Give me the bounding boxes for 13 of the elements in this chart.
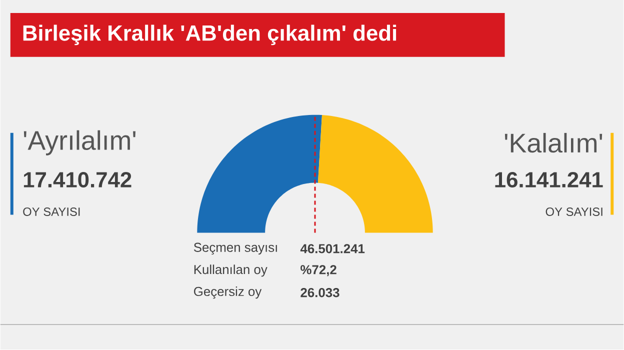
- chart-title: Birleşik Krallık 'AB'den çıkalım' dedi: [23, 24, 396, 46]
- slice-label: 'Kalalım': [504, 133, 602, 153]
- text: Geçersiz oy: [194, 286, 262, 299]
- slice-label: 'Ayrılalım': [24, 130, 136, 156]
- text: 26.033: [300, 288, 340, 298]
- text: %72,2: [300, 265, 336, 276]
- text: 46.501.241: [300, 244, 365, 254]
- text: Kullanılan oy: [194, 264, 268, 277]
- text: OY SAYISI: [546, 208, 602, 216]
- text: Seçmen sayısı: [194, 243, 277, 255]
- data-label: 16.141.241: [495, 172, 603, 188]
- text: OY SAYISI: [23, 208, 80, 216]
- data-label: 17.410.742: [24, 172, 132, 188]
